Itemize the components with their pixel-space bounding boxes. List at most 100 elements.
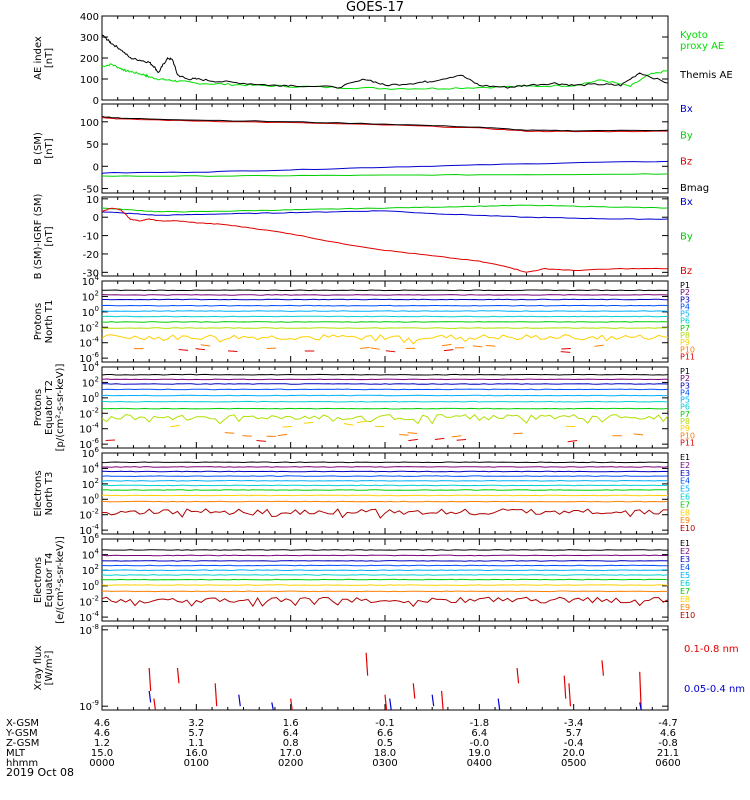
xray-spike <box>568 683 572 707</box>
series-line <box>101 160 669 174</box>
xray-spike <box>153 698 156 711</box>
y-tick-label: -50 <box>83 185 99 196</box>
panel-frame <box>101 15 669 101</box>
panel-frame <box>101 452 669 535</box>
y-tick-label: 300 <box>80 33 99 44</box>
series-line <box>101 500 669 503</box>
series-line <box>101 327 668 329</box>
series-line <box>472 345 483 348</box>
legend-entry: E8 <box>680 595 690 604</box>
series-line <box>178 348 189 351</box>
ephem-value: 4.6 <box>660 728 676 739</box>
ephem-row-label: Z-GSM <box>6 738 39 749</box>
legend-entry: Bz <box>680 266 692 277</box>
y-axis-label: Protons <box>33 303 44 340</box>
legend-entry: E9 <box>680 603 690 612</box>
y-axis-label: B (SM)-IGRF (SM) <box>33 194 44 280</box>
series-line <box>385 350 396 353</box>
y-tick-label: 50 <box>86 140 99 151</box>
legend-entry: Kyoto <box>680 30 708 41</box>
legend-entry: E2 <box>680 547 690 556</box>
xray-spike <box>365 652 369 676</box>
series-line <box>101 400 669 403</box>
legend-entry: P2 <box>680 374 690 383</box>
ephem-value: -1.8 <box>470 718 490 729</box>
series-line <box>101 378 669 381</box>
legend-entry: P7 <box>680 410 690 419</box>
ephem-value: 5.7 <box>566 728 582 739</box>
series-line <box>567 440 578 443</box>
y-tick-label: 10-2 <box>79 320 99 334</box>
legend-entry: P1 <box>680 367 690 376</box>
series-line <box>101 574 669 576</box>
legend-entry: P10 <box>680 431 695 440</box>
legend-entry: Bx <box>680 104 693 115</box>
legend-entry: P5 <box>680 396 690 405</box>
legend-entry: P9 <box>680 424 690 433</box>
series-line <box>101 204 669 213</box>
series-line <box>101 475 669 478</box>
series-line <box>101 304 669 307</box>
series-line <box>101 508 668 519</box>
series-line <box>224 432 235 434</box>
ephem-value: 0.8 <box>283 738 299 749</box>
y-tick-label: 102 <box>82 477 99 491</box>
xray-spike <box>384 694 388 711</box>
y-axis-label: [W/m²] <box>44 650 55 685</box>
y-tick-label: 0 <box>93 96 99 107</box>
legend-entry: Themis AE <box>679 70 733 81</box>
xray-spike <box>412 683 416 699</box>
xray-spike <box>238 694 241 707</box>
legend-entry: E4 <box>680 563 690 572</box>
legend-entry: E6 <box>680 492 690 501</box>
xray-spike <box>639 702 642 711</box>
xray-spike <box>431 694 435 707</box>
legend-entry: By <box>680 130 693 141</box>
y-axis-label: B (SM) <box>33 132 44 165</box>
series-line <box>200 344 211 347</box>
y-tick-label: 10-4 <box>79 422 99 436</box>
xray-spike <box>271 702 274 711</box>
y-axis-label: AE index <box>33 36 44 80</box>
ephem-value: 4.6 <box>94 718 110 729</box>
series-line <box>101 117 669 133</box>
legend-entry: P8 <box>680 331 690 340</box>
legend-entry: E3 <box>680 469 690 478</box>
series-line <box>101 479 668 482</box>
legend-entry: P11 <box>680 352 695 361</box>
ephem-value: 0200 <box>278 758 303 769</box>
series-line <box>485 344 496 347</box>
legend-entry: By <box>680 232 693 243</box>
y-tick-label: 10-4 <box>79 610 99 624</box>
ephem-row-label: MLT <box>6 748 26 759</box>
series-line <box>594 344 604 347</box>
series-line <box>101 470 669 473</box>
series-line <box>101 394 669 397</box>
ephem-value: 19.0 <box>468 748 490 759</box>
ephem-value: 15.0 <box>91 748 113 759</box>
y-tick-label: 10-2 <box>79 406 99 420</box>
series-line <box>101 321 669 323</box>
xray-spike <box>441 690 444 711</box>
xray-spike <box>601 660 605 676</box>
ephem-value: 0100 <box>184 758 209 769</box>
xray-spike <box>639 671 642 711</box>
legend-entry: P10 <box>680 345 695 354</box>
y-tick-label: -20 <box>83 250 99 261</box>
series-line <box>102 578 669 581</box>
y-tick-label: 106 <box>82 532 100 546</box>
xray-spike <box>148 667 152 691</box>
legend-entry: P9 <box>680 338 690 347</box>
xray-spike <box>497 698 501 711</box>
y-tick-label: 102 <box>82 289 99 303</box>
legend-entry: P5 <box>680 310 690 319</box>
legend-entry: P8 <box>680 417 690 426</box>
series-line <box>441 343 452 347</box>
ephem-value: -0.1 <box>375 718 395 729</box>
y-tick-label: 10-9 <box>79 699 99 713</box>
y-tick-label: 400 <box>80 12 99 23</box>
ephem-value: 0600 <box>655 758 680 769</box>
y-tick-label: 200 <box>80 54 99 65</box>
series-line <box>277 433 288 437</box>
legend-entry: P3 <box>680 295 690 304</box>
